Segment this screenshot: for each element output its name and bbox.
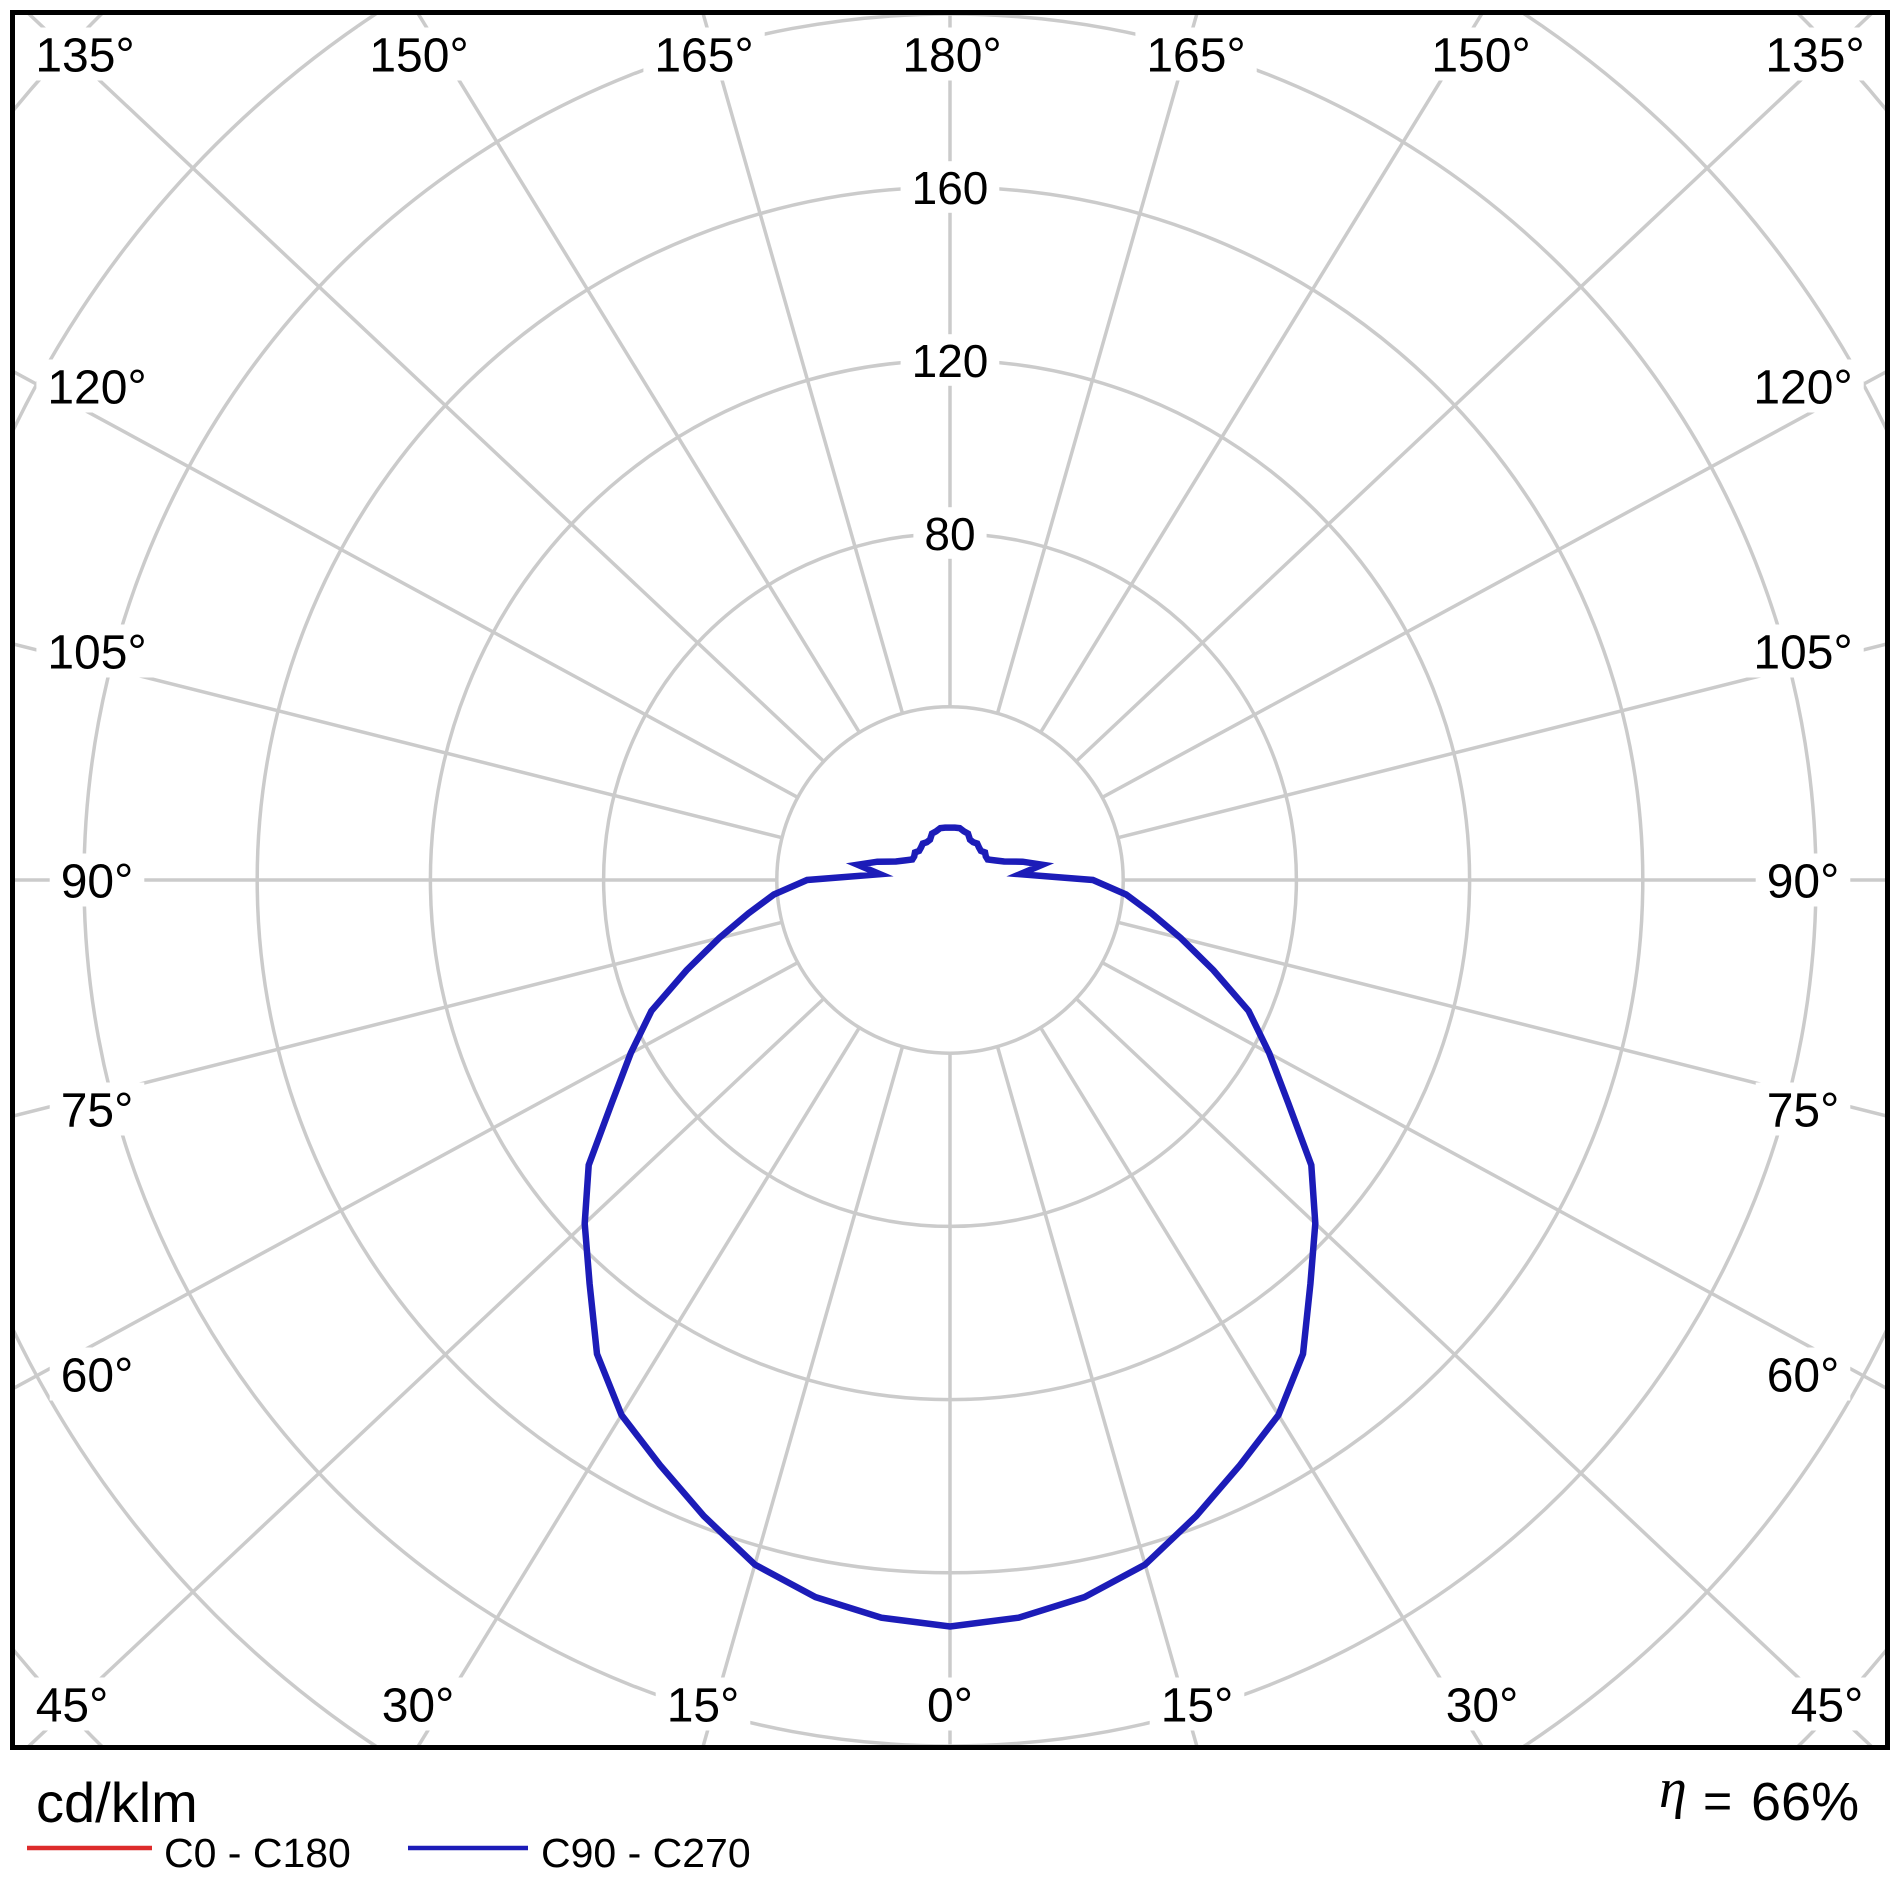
svg-text:180°: 180°	[902, 30, 1001, 83]
svg-text:120°: 120°	[1753, 362, 1852, 415]
svg-text:165°: 165°	[1146, 30, 1245, 83]
svg-text:90°: 90°	[61, 856, 134, 909]
svg-text:60°: 60°	[61, 1350, 134, 1403]
svg-text:60°: 60°	[1767, 1350, 1840, 1403]
svg-text:120°: 120°	[47, 362, 146, 415]
svg-text:45°: 45°	[36, 1680, 109, 1733]
svg-text:160: 160	[912, 162, 989, 214]
svg-text:66%: 66%	[1751, 1772, 1859, 1832]
svg-text:105°: 105°	[1753, 627, 1852, 680]
svg-text:15°: 15°	[667, 1680, 740, 1733]
svg-text:135°: 135°	[35, 30, 134, 83]
svg-text:0°: 0°	[927, 1680, 973, 1733]
svg-text:30°: 30°	[382, 1680, 455, 1733]
svg-text:cd/klm: cd/klm	[36, 1771, 198, 1834]
svg-text:80: 80	[924, 508, 975, 560]
svg-text:135°: 135°	[1765, 30, 1864, 83]
svg-text:75°: 75°	[61, 1085, 134, 1138]
svg-text:η: η	[1659, 1758, 1687, 1820]
svg-text:150°: 150°	[1431, 30, 1530, 83]
svg-text:75°: 75°	[1767, 1085, 1840, 1138]
svg-text:165°: 165°	[654, 30, 753, 83]
svg-text:45°: 45°	[1791, 1680, 1864, 1733]
svg-text:90°: 90°	[1767, 856, 1840, 909]
svg-text:C90 - C270: C90 - C270	[541, 1830, 751, 1876]
svg-text:C0 - C180: C0 - C180	[164, 1830, 351, 1876]
svg-text:=: =	[1703, 1773, 1732, 1829]
svg-text:105°: 105°	[47, 627, 146, 680]
svg-text:150°: 150°	[369, 30, 468, 83]
svg-text:120: 120	[912, 335, 989, 387]
svg-text:30°: 30°	[1446, 1680, 1519, 1733]
svg-text:15°: 15°	[1161, 1680, 1234, 1733]
